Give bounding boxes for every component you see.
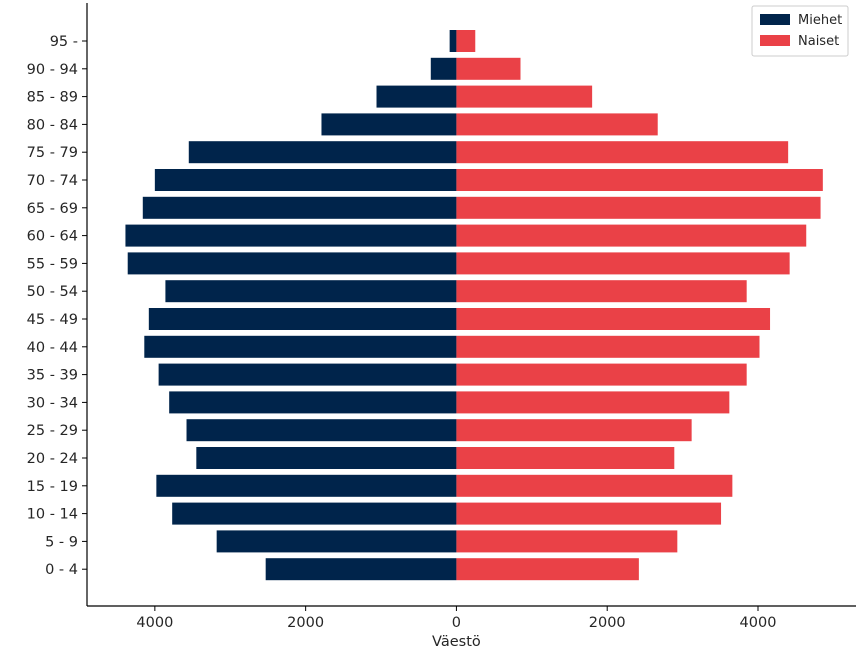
bar-miehet-55-59 xyxy=(127,252,457,275)
axes-layer: 0 - 4 5 - 9 10 - 14 15 - 19 20 - 24 25 - 29 30… xyxy=(27,3,856,650)
bar-naiset-65-69 xyxy=(456,196,821,219)
x-tick-label: 4000 xyxy=(136,615,173,631)
y-tick-label: 35 - 39 xyxy=(27,368,78,384)
x-axis-title: Väestö xyxy=(432,634,481,650)
bar-miehet-70-74 xyxy=(154,169,457,191)
bar-naiset-55-59 xyxy=(456,252,790,275)
bar-naiset-75-79 xyxy=(456,141,789,164)
bar-naiset-60-64 xyxy=(456,224,807,247)
y-tick-label: 10 - 14 xyxy=(27,507,78,523)
bar-naiset-90-94 xyxy=(456,57,521,80)
bar-naiset-80-84 xyxy=(456,113,658,136)
y-tick-label: 25 - 29 xyxy=(27,423,78,439)
bar-miehet-75-79 xyxy=(188,141,457,164)
bar-miehet-10-14 xyxy=(172,502,457,525)
y-tick-label: 70 - 74 xyxy=(27,173,78,189)
y-tick-label: 15 - 19 xyxy=(27,479,78,495)
y-tick-label: 20 - 24 xyxy=(27,451,78,467)
bar-naiset-10-14 xyxy=(456,502,722,525)
bar-miehet-5-9 xyxy=(216,530,457,553)
y-tick-label: 30 - 34 xyxy=(27,395,78,411)
bar-naiset-15-19 xyxy=(456,474,733,497)
bar-miehet-40-44 xyxy=(144,335,457,358)
legend-swatch-miehet xyxy=(760,14,790,25)
bar-miehet-45-49 xyxy=(148,308,457,330)
bar-naiset-20-24 xyxy=(456,447,675,469)
y-tick-label: 95 - xyxy=(50,34,78,50)
bar-miehet-65-69 xyxy=(142,196,457,219)
bar-miehet-80-84 xyxy=(321,113,457,136)
bar-miehet-0-4 xyxy=(265,558,457,581)
bar-miehet-15-19 xyxy=(156,474,457,497)
x-tick-label: 4000 xyxy=(740,615,777,631)
bar-miehet-25-29 xyxy=(186,419,457,442)
y-tick-label: 80 - 84 xyxy=(27,117,78,133)
y-tick-label: 75 - 79 xyxy=(27,145,78,161)
bar-miehet-30-34 xyxy=(169,391,457,414)
y-tick-label: 0 - 4 xyxy=(45,562,78,578)
x-tick-label: 0 xyxy=(452,615,461,631)
y-tick-label: 50 - 54 xyxy=(27,284,78,300)
bar-naiset-40-44 xyxy=(456,335,760,358)
y-tick-label: 90 - 94 xyxy=(27,62,78,78)
legend: Miehet Naiset xyxy=(751,5,849,57)
bar-miehet-35-39 xyxy=(158,363,457,386)
y-tick-label: 45 - 49 xyxy=(27,312,78,328)
bar-miehet-85-89 xyxy=(376,85,457,108)
bar-miehet-60-64 xyxy=(125,224,457,247)
bar-miehet-90-94 xyxy=(430,57,457,80)
bar-naiset-25-29 xyxy=(456,419,692,442)
bar-naiset-5-9 xyxy=(456,530,678,553)
legend-label-miehet: Miehet xyxy=(798,13,842,28)
y-tick-label: 65 - 69 xyxy=(27,201,78,217)
y-tick-label: 55 - 59 xyxy=(27,256,78,272)
bar-naiset-30-34 xyxy=(456,391,730,414)
y-tick-label: 60 - 64 xyxy=(27,229,78,245)
bar-naiset-50-54 xyxy=(456,280,747,303)
x-tick-label: 2000 xyxy=(287,615,324,631)
bar-naiset-95- xyxy=(456,30,476,52)
bar-naiset-85-89 xyxy=(456,85,593,108)
bars-layer xyxy=(125,30,823,581)
bar-naiset-0-4 xyxy=(456,558,639,581)
bar-miehet-20-24 xyxy=(196,447,457,469)
legend-swatch-naiset xyxy=(760,35,790,46)
legend-label-naiset: Naiset xyxy=(798,34,839,49)
bar-miehet-50-54 xyxy=(165,280,457,303)
y-tick-label: 40 - 44 xyxy=(27,340,78,356)
y-tick-label: 5 - 9 xyxy=(45,534,78,550)
bar-miehet-95- xyxy=(449,30,457,52)
x-tick-label: 2000 xyxy=(589,615,626,631)
bar-naiset-35-39 xyxy=(456,363,747,386)
y-tick-label: 85 - 89 xyxy=(27,90,78,106)
bar-naiset-45-49 xyxy=(456,308,771,330)
bar-naiset-70-74 xyxy=(456,169,823,191)
